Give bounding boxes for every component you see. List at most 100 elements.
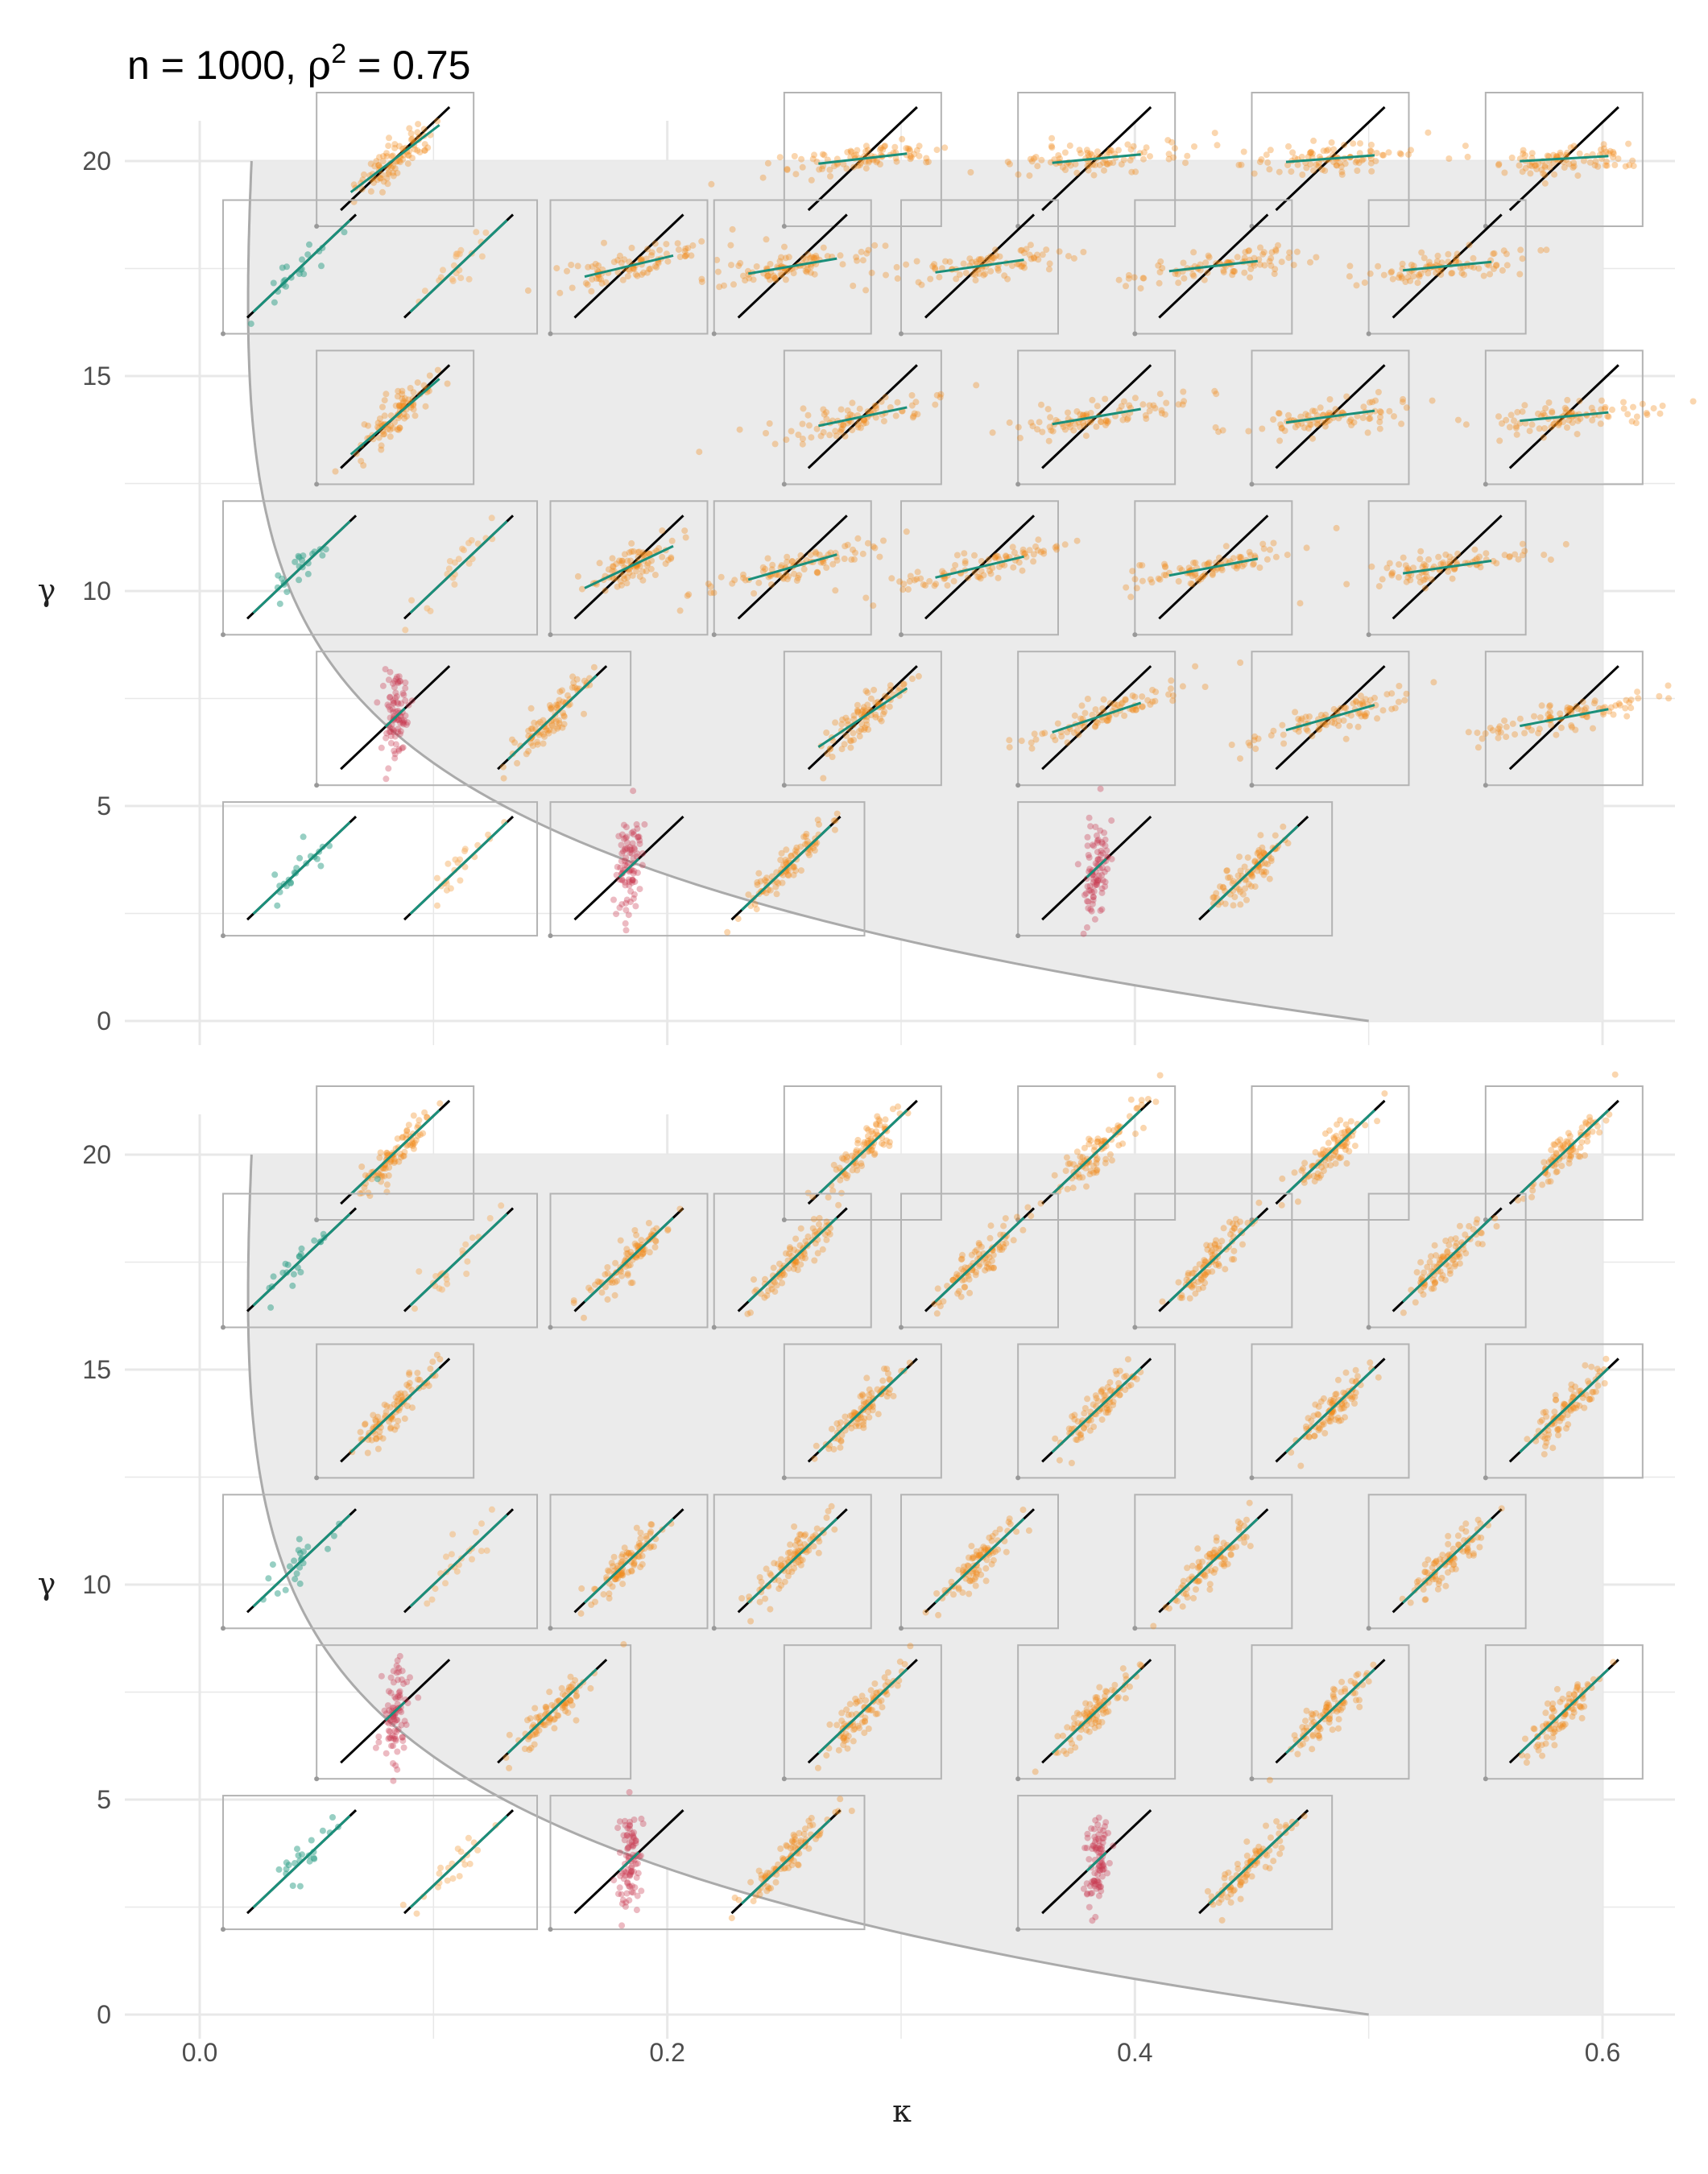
top-data-point — [465, 539, 472, 547]
top-inset-anchor-dot — [1483, 783, 1488, 788]
bottom-inset — [899, 1494, 1059, 1631]
top-data-point — [478, 253, 486, 260]
top-data-point — [1083, 411, 1090, 418]
top-data-point — [274, 902, 281, 909]
top-data-point — [1237, 554, 1244, 561]
bottom-data-point — [449, 1531, 457, 1538]
top-data-point — [987, 267, 995, 275]
top-data-point — [1053, 543, 1061, 550]
top-inset-frame — [713, 199, 872, 335]
top-data-point — [1302, 411, 1309, 418]
top-data-point — [613, 911, 620, 918]
top-data-point — [1318, 419, 1325, 426]
top-data-point — [1486, 262, 1492, 269]
top-data-point — [674, 240, 681, 247]
top-data-point — [376, 154, 383, 161]
bottom-data-point — [1227, 1552, 1234, 1559]
top-data-point — [1057, 155, 1063, 162]
top-data-point — [1572, 726, 1579, 734]
top-data-point — [1070, 427, 1077, 434]
top-y-axis-title: γ — [38, 572, 56, 608]
top-data-point — [451, 559, 458, 566]
top-data-point — [1123, 584, 1130, 591]
top-data-point — [817, 432, 825, 440]
top-data-point — [1317, 404, 1324, 411]
top-data-point — [300, 271, 308, 278]
top-data-point — [912, 399, 920, 406]
top-data-point — [1065, 409, 1071, 416]
bottom-data-point — [767, 1606, 774, 1613]
top-data-point — [826, 166, 833, 173]
top-data-point — [1080, 420, 1087, 427]
top-data-point — [1495, 413, 1502, 420]
top-data-point — [1084, 420, 1091, 427]
top-data-point — [1549, 408, 1556, 415]
top-inset-frame — [1017, 801, 1334, 937]
top-data-point — [1321, 419, 1329, 426]
top-data-point — [1544, 152, 1551, 159]
top-data-point — [728, 262, 734, 269]
bottom-data-point — [1584, 1133, 1591, 1140]
top-data-point — [1306, 150, 1313, 157]
top-data-point — [1496, 437, 1503, 444]
top-inset-anchor-dot — [1015, 933, 1021, 939]
top-data-point — [1108, 147, 1115, 154]
bottom-data-point — [1336, 1155, 1343, 1162]
top-inset-anchor-dot — [1015, 783, 1021, 788]
bottom-data-point — [1090, 1401, 1097, 1408]
top-data-point — [1266, 875, 1273, 882]
bottom-data-point — [1003, 1548, 1010, 1556]
top-data-point — [1297, 600, 1304, 607]
top-data-point — [395, 403, 403, 410]
top-data-point — [1155, 262, 1162, 269]
top-data-point — [729, 580, 736, 587]
top-data-point — [1620, 399, 1627, 406]
bottom-data-point — [428, 1596, 436, 1603]
bottom-data-point — [289, 1282, 296, 1289]
bottom-data-point — [966, 1590, 973, 1597]
top-data-point — [900, 581, 908, 588]
top-data-point — [367, 160, 374, 167]
top-data-point — [682, 253, 689, 260]
top-data-point — [682, 245, 689, 252]
bottom-data-point — [895, 1103, 901, 1110]
top-data-point — [651, 572, 659, 578]
bottom-data-point — [1090, 1424, 1098, 1430]
bottom-data-point — [406, 1379, 413, 1387]
bottom-inset — [1366, 1494, 1527, 1631]
bottom-data-point — [1352, 1366, 1359, 1374]
top-data-point — [524, 287, 531, 294]
top-data-point — [379, 188, 386, 196]
top-data-point — [766, 420, 773, 427]
top-data-point — [1140, 155, 1147, 163]
top-data-point — [457, 246, 465, 254]
top-data-point — [1454, 550, 1462, 557]
top-data-point — [857, 424, 864, 432]
top-data-point — [1562, 151, 1569, 159]
bottom-data-point — [959, 1251, 966, 1259]
top-data-point — [1309, 733, 1316, 739]
bottom-data-point — [1445, 1263, 1453, 1270]
bottom-data-point — [1083, 1183, 1090, 1190]
top-data-point — [989, 429, 996, 436]
top-data-point — [1102, 418, 1110, 425]
top-data-point — [1010, 564, 1017, 571]
bottom-data-point — [637, 1529, 644, 1536]
top-data-point — [872, 414, 879, 421]
bottom-data-point — [819, 1246, 826, 1253]
bottom-inset — [221, 1494, 539, 1631]
top-data-point — [871, 544, 879, 552]
top-data-point — [1129, 568, 1136, 575]
top-data-point — [416, 149, 424, 156]
bottom-data-point — [439, 1286, 445, 1293]
top-data-point — [588, 287, 595, 295]
bottom-data-point — [427, 1366, 434, 1372]
top-data-point — [1307, 258, 1313, 266]
top-data-point — [304, 570, 312, 577]
top-data-point — [1158, 407, 1165, 414]
top-data-point — [1039, 428, 1046, 436]
top-data-point — [1035, 536, 1042, 544]
bottom-data-point — [1204, 1552, 1211, 1560]
top-data-point — [598, 275, 605, 283]
